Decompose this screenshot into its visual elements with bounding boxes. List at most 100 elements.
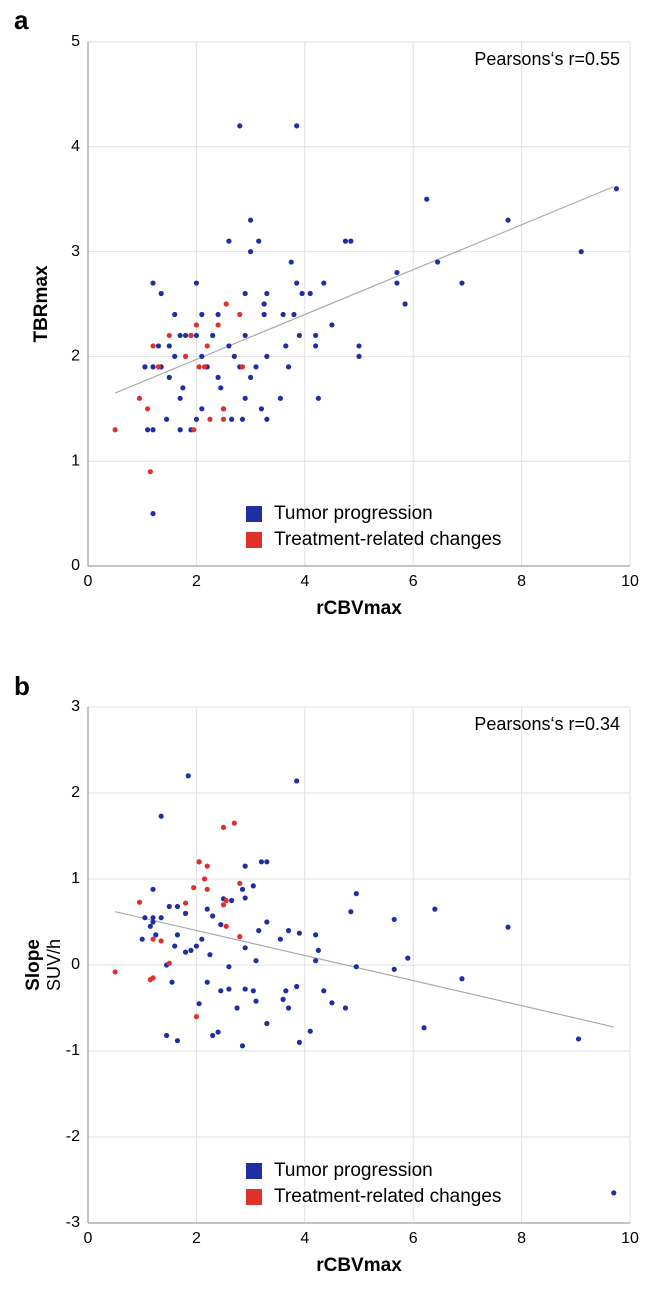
- data-point: [237, 311, 243, 318]
- data-point: [248, 249, 254, 255]
- data-point: [459, 280, 465, 286]
- data-point: [185, 773, 191, 779]
- data-point: [261, 311, 267, 318]
- data-point: [432, 906, 438, 912]
- data-point: [313, 958, 319, 964]
- data-point: [182, 910, 189, 917]
- data-point: [177, 332, 183, 339]
- data-point: [193, 322, 199, 328]
- data-point: [299, 290, 305, 297]
- data-point: [193, 332, 199, 339]
- data-point: [242, 986, 248, 992]
- data-point: [226, 343, 232, 349]
- data-point: [158, 938, 164, 944]
- data-point: [147, 469, 153, 475]
- data-point: [163, 1032, 170, 1039]
- data-point: [307, 290, 313, 297]
- data-point: [250, 988, 256, 994]
- data-point: [296, 1039, 302, 1045]
- data-point: [505, 217, 511, 223]
- data-point: [220, 416, 227, 422]
- data-point: [234, 1005, 240, 1011]
- data-point: [166, 332, 172, 339]
- data-point: [201, 364, 208, 370]
- data-point: [220, 902, 227, 908]
- legend-swatch: [246, 1163, 262, 1179]
- data-point: [264, 290, 270, 297]
- data-point: [424, 196, 430, 202]
- data-point: [191, 427, 197, 433]
- data-point: [256, 238, 262, 244]
- data-point: [155, 364, 162, 370]
- data-point: [191, 885, 197, 891]
- data-point: [199, 406, 205, 412]
- data-point: [150, 975, 156, 981]
- data-point: [172, 353, 178, 359]
- data-point: [348, 909, 354, 915]
- data-point: [613, 186, 620, 192]
- data-point: [193, 1014, 199, 1020]
- data-point: [294, 983, 300, 990]
- y-tick-label: -2: [66, 1128, 80, 1145]
- data-point: [229, 897, 235, 904]
- data-point: [283, 343, 289, 349]
- y-tick-label: 0: [71, 956, 80, 973]
- data-point: [204, 906, 210, 912]
- data-point: [394, 269, 400, 276]
- data-point: [231, 820, 237, 826]
- legend-swatch: [246, 506, 262, 522]
- data-point: [223, 897, 229, 904]
- data-point: [242, 863, 248, 869]
- data-point: [142, 364, 148, 370]
- data-point: [242, 895, 248, 901]
- data-point: [136, 899, 143, 905]
- x-tick-label: 0: [84, 1230, 93, 1247]
- data-point: [112, 969, 118, 975]
- data-point: [174, 903, 181, 910]
- data-point: [180, 385, 186, 391]
- data-point: [172, 943, 178, 949]
- data-point: [207, 952, 213, 958]
- data-point: [280, 996, 286, 1003]
- x-tick-label: 6: [409, 573, 418, 590]
- legend-swatch: [246, 532, 262, 548]
- data-point: [294, 123, 300, 129]
- data-point: [307, 1028, 313, 1034]
- data-point: [136, 395, 143, 401]
- data-point: [253, 364, 259, 370]
- data-point: [150, 886, 156, 892]
- data-point: [296, 332, 302, 339]
- data-point: [342, 1005, 349, 1011]
- data-point: [158, 290, 164, 297]
- data-point: [155, 343, 162, 349]
- data-point: [459, 976, 465, 982]
- data-point: [342, 238, 349, 244]
- data-point: [210, 332, 216, 339]
- data-point: [285, 1005, 292, 1011]
- data-point: [182, 332, 189, 339]
- panel-label: a: [14, 5, 29, 35]
- data-point: [231, 353, 237, 359]
- y-axis-title: TBRmax: [31, 265, 52, 343]
- annotation: Pearsons‘s r=0.34: [474, 714, 620, 734]
- data-point: [196, 859, 202, 865]
- data-point: [329, 1000, 335, 1006]
- data-point: [248, 217, 254, 223]
- x-tick-label: 2: [192, 573, 201, 590]
- data-point: [193, 416, 199, 422]
- data-point: [215, 374, 221, 380]
- data-point: [210, 913, 216, 919]
- data-point: [277, 936, 284, 942]
- x-tick-label: 4: [300, 573, 309, 590]
- y-axis-subtitle: SUV/h: [44, 939, 64, 991]
- x-tick-label: 2: [192, 1230, 201, 1247]
- data-point: [226, 238, 232, 244]
- data-point: [220, 824, 227, 831]
- data-point: [280, 311, 286, 318]
- data-point: [313, 332, 319, 339]
- y-tick-label: -3: [66, 1214, 80, 1231]
- data-point: [215, 311, 221, 318]
- data-point: [150, 510, 156, 517]
- x-tick-label: 4: [300, 1230, 309, 1247]
- data-point: [204, 979, 210, 985]
